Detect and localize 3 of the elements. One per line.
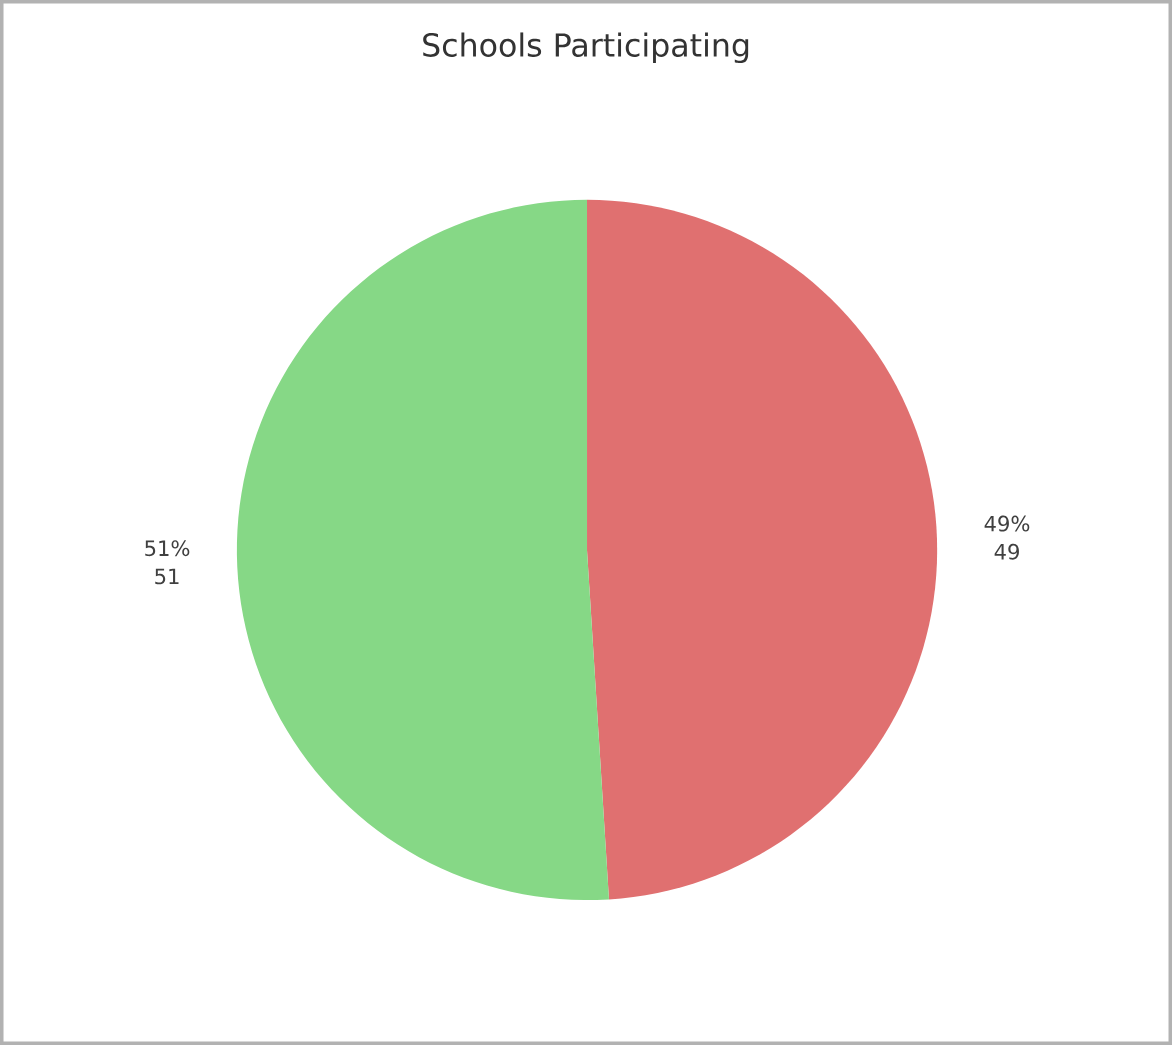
chart-title: Schools Participating: [423, 32, 749, 64]
data-label: 51% 51: [145, 540, 190, 585]
data-label: 49% 49: [984, 515, 1030, 560]
